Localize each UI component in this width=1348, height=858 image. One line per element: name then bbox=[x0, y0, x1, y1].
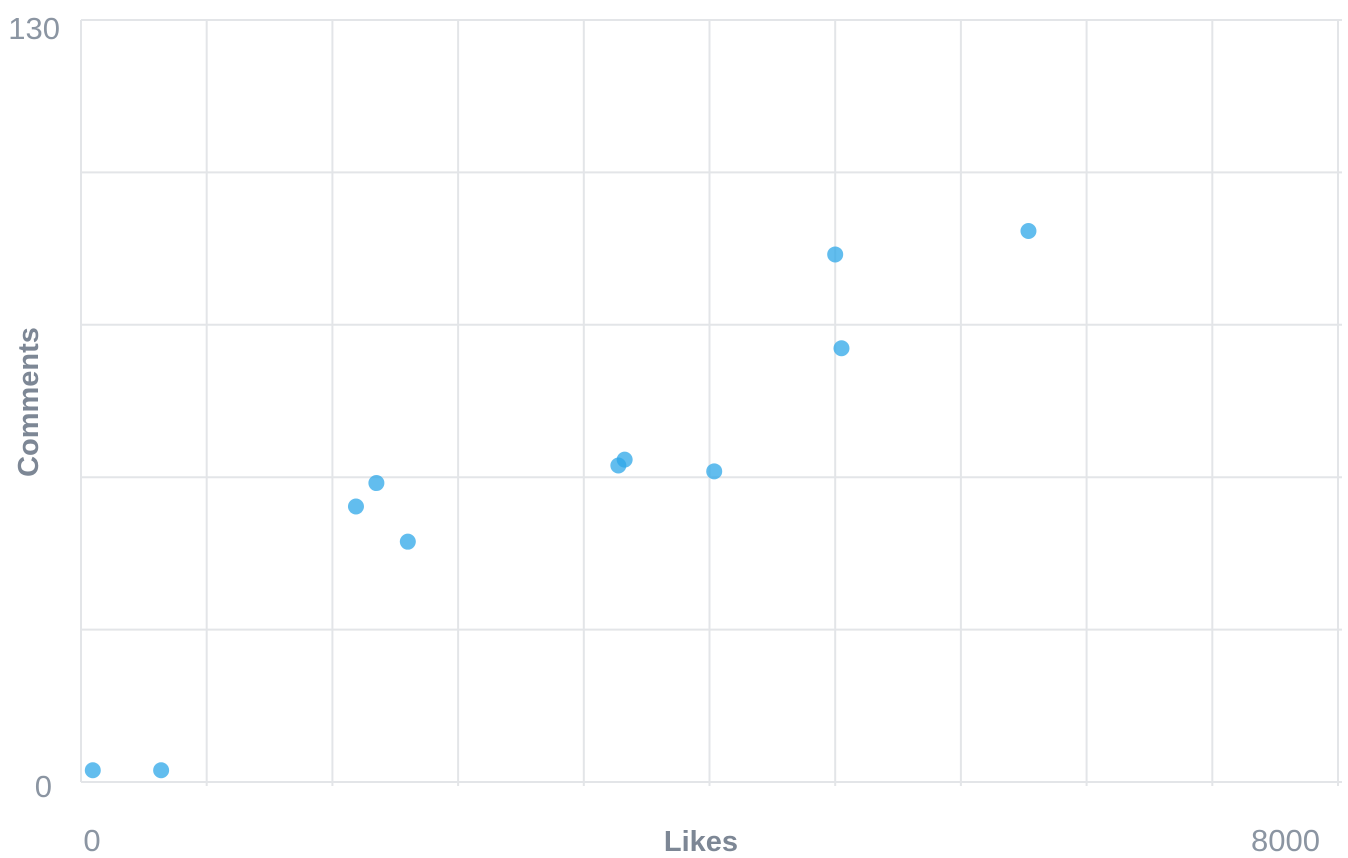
data-point bbox=[84, 762, 101, 779]
x-axis-title: Likes bbox=[664, 826, 738, 858]
data-point bbox=[1020, 223, 1037, 240]
x-tick-label-max: 8000 bbox=[1251, 823, 1320, 858]
data-point bbox=[399, 533, 416, 550]
y-tick-label-max: 130 bbox=[8, 11, 60, 46]
x-tick-label-min: 0 bbox=[83, 823, 100, 858]
data-point bbox=[616, 451, 633, 468]
data-point bbox=[368, 475, 385, 492]
data-point bbox=[833, 340, 850, 357]
data-point bbox=[827, 246, 844, 263]
y-tick-label-min: 0 bbox=[35, 769, 52, 804]
axis-labels: 130 0 0 8000 Likes Comments bbox=[8, 11, 1320, 858]
data-points bbox=[84, 223, 1037, 779]
data-point bbox=[347, 498, 364, 515]
data-point bbox=[153, 762, 170, 779]
grid bbox=[80, 19, 1342, 786]
y-axis-title: Comments bbox=[13, 327, 45, 477]
data-point bbox=[706, 463, 723, 480]
